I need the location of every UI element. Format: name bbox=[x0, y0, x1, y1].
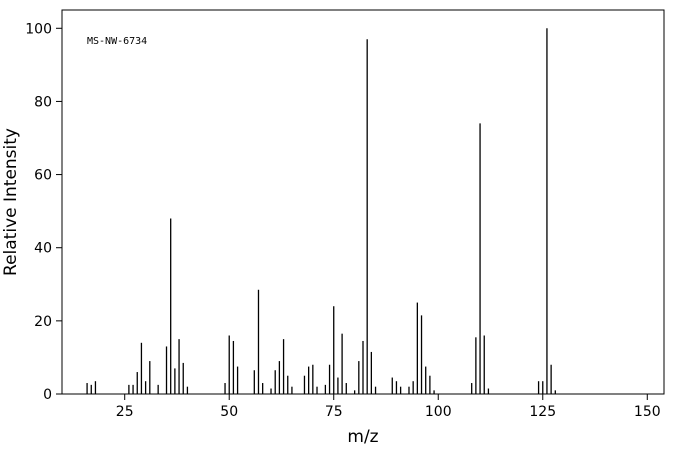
y-tick-label: 80 bbox=[34, 94, 52, 110]
x-tick-label: 100 bbox=[425, 404, 452, 420]
annotation: MS-NW-6734 bbox=[87, 36, 147, 47]
y-tick-label: 100 bbox=[25, 21, 52, 37]
x-tick-label: 25 bbox=[116, 404, 134, 420]
y-tick-label: 40 bbox=[34, 241, 52, 257]
x-axis-label: m/z bbox=[347, 427, 378, 447]
y-tick-label: 60 bbox=[34, 168, 52, 184]
x-tick-label: 125 bbox=[529, 404, 556, 420]
x-tick-label: 50 bbox=[220, 404, 238, 420]
x-tick-label: 75 bbox=[325, 404, 343, 420]
x-tick-label: 150 bbox=[634, 404, 661, 420]
y-axis-label: Relative Intensity bbox=[1, 128, 21, 276]
y-tick-label: 0 bbox=[43, 387, 52, 403]
plot-frame bbox=[61, 9, 665, 395]
y-tick-label: 20 bbox=[34, 314, 52, 330]
